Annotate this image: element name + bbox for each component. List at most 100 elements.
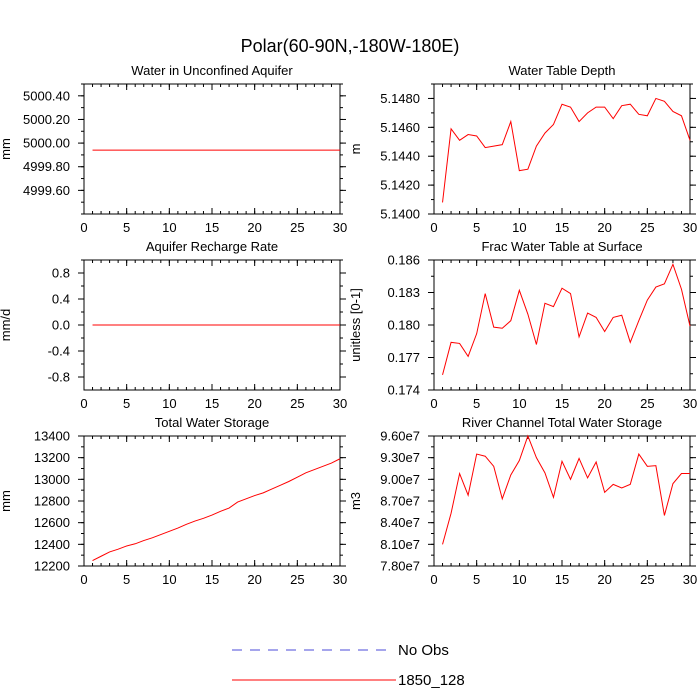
x-tick-label: 25: [640, 572, 654, 587]
chart-panel-3: Aquifer Recharge Rate 0 5 10 15 20 25 30 -0.8 -0.…: [0, 239, 347, 411]
y-tick-label: 0.180: [387, 318, 420, 333]
series-line-1850-128: [442, 434, 690, 545]
chart-title: Water in Unconfined Aquifer: [131, 63, 293, 78]
x-tick-label: 30: [333, 572, 347, 587]
y-tick-label: 0.0: [52, 318, 70, 333]
y-tick-label: 8.70e7: [380, 494, 420, 509]
x-tick-label: 25: [640, 396, 654, 411]
x-tick-label: 0: [80, 220, 87, 235]
x-tick-label: 25: [290, 220, 304, 235]
x-tick-label: 20: [597, 220, 611, 235]
x-tick-label: 30: [333, 220, 347, 235]
x-tick-label: 5: [473, 572, 480, 587]
x-tick-label: 10: [162, 396, 176, 411]
y-tick-label: 0.8: [52, 266, 70, 281]
series-line-1850-128: [442, 262, 691, 375]
y-tick-label: 5.1420: [380, 178, 420, 193]
x-tick-label: 5: [123, 396, 130, 411]
x-tick-label: 15: [205, 572, 219, 587]
x-tick-label: 15: [205, 220, 219, 235]
x-tick-label: 30: [333, 396, 347, 411]
x-tick-label: 20: [247, 396, 261, 411]
x-tick-label: 30: [683, 220, 697, 235]
x-tick-label: 25: [290, 396, 304, 411]
y-axis-label: mm: [0, 490, 13, 512]
legend-model-label: 1850_128: [398, 672, 465, 689]
y-tick-label: 13400: [34, 429, 70, 444]
x-tick-label: 0: [430, 572, 437, 587]
x-tick-label: 15: [555, 572, 569, 587]
y-tick-label: 4999.80: [23, 159, 70, 174]
y-tick-label: 12600: [34, 515, 70, 530]
chart-panel-2: Water Table Depth 0 5 10 15 20 25 30 5.1400 5.142…: [348, 63, 697, 235]
x-tick-label: 15: [205, 396, 219, 411]
y-tick-label: 5.1480: [380, 91, 420, 106]
legend: No Obs 1850_128: [232, 642, 465, 689]
chart-panel-5: Total Water Storage 0 5 10 15 20 25 30 12200 1240…: [0, 415, 347, 587]
series-line-1850-128: [442, 97, 691, 203]
y-tick-label: 5000.40: [23, 88, 70, 103]
x-tick-label: 20: [597, 396, 611, 411]
plot-frame: [83, 83, 341, 215]
legend-obs-label: No Obs: [398, 642, 449, 659]
chart-panel-6: River Channel Total Water Storage 0 5 10 15 2…: [348, 415, 697, 587]
chart-title: River Channel Total Water Storage: [462, 415, 662, 430]
y-tick-label: 12200: [34, 559, 70, 574]
y-tick-label: 9.60e7: [380, 429, 420, 444]
x-tick-label: 10: [162, 220, 176, 235]
y-tick-label: 0.183: [387, 285, 420, 300]
plot-frame: [433, 259, 691, 391]
y-tick-label: 9.00e7: [380, 472, 420, 487]
x-tick-label: 10: [512, 572, 526, 587]
y-tick-label: 13200: [34, 450, 70, 465]
x-tick-label: 0: [430, 396, 437, 411]
x-tick-label: 10: [512, 220, 526, 235]
chart-title: Frac Water Table at Surface: [481, 239, 642, 254]
x-tick-label: 0: [430, 220, 437, 235]
x-tick-label: 30: [683, 396, 697, 411]
y-axis-label: m3: [348, 492, 363, 510]
x-tick-label: 20: [247, 220, 261, 235]
y-axis-label: unitless [0-1]: [348, 288, 363, 362]
x-tick-label: 10: [512, 396, 526, 411]
x-tick-label: 0: [80, 572, 87, 587]
x-tick-label: 15: [555, 396, 569, 411]
y-tick-label: 0.174: [387, 383, 420, 398]
x-tick-label: 5: [123, 220, 130, 235]
y-axis-label: mm/d: [0, 309, 13, 342]
chart-panel-4: Frac Water Table at Surface 0 5 10 15 20 25 30 0…: [348, 239, 697, 411]
y-tick-label: -0.4: [48, 344, 70, 359]
y-tick-label: 13000: [34, 472, 70, 487]
x-tick-label: 15: [555, 220, 569, 235]
y-tick-label: 9.30e7: [380, 450, 420, 465]
x-tick-label: 0: [80, 396, 87, 411]
y-tick-label: 5000.00: [23, 136, 70, 151]
y-tick-label: 0.4: [52, 292, 70, 307]
y-tick-label: 5.1400: [380, 207, 420, 222]
x-tick-label: 20: [247, 572, 261, 587]
y-tick-label: 5.1440: [380, 149, 420, 164]
chart-title: Aquifer Recharge Rate: [146, 239, 278, 254]
y-tick-label: 7.80e7: [380, 559, 420, 574]
y-tick-label: 8.10e7: [380, 537, 420, 552]
y-axis-label: m: [348, 144, 363, 155]
panels: Water in Unconfined Aquifer 0 5 10 15 20 25 30 4…: [0, 63, 697, 587]
plot-frame: [433, 435, 691, 567]
plot-frame: [433, 83, 691, 215]
y-tick-label: 5.1460: [380, 120, 420, 135]
chart-panel-1: Water in Unconfined Aquifer 0 5 10 15 20 25 30 4…: [0, 63, 347, 235]
chart-title: Water Table Depth: [509, 63, 616, 78]
x-tick-label: 5: [473, 220, 480, 235]
y-tick-label: 0.177: [387, 350, 420, 365]
x-tick-label: 25: [290, 572, 304, 587]
figure-title: Polar(60-90N,-180W-180E): [241, 36, 460, 56]
series-line-1850-128: [92, 458, 341, 562]
y-tick-label: 12400: [34, 537, 70, 552]
x-tick-label: 5: [123, 572, 130, 587]
chart-title: Total Water Storage: [155, 415, 269, 430]
y-tick-label: -0.8: [48, 370, 70, 385]
x-tick-label: 10: [162, 572, 176, 587]
x-tick-label: 20: [597, 572, 611, 587]
y-tick-label: 4999.60: [23, 183, 70, 198]
